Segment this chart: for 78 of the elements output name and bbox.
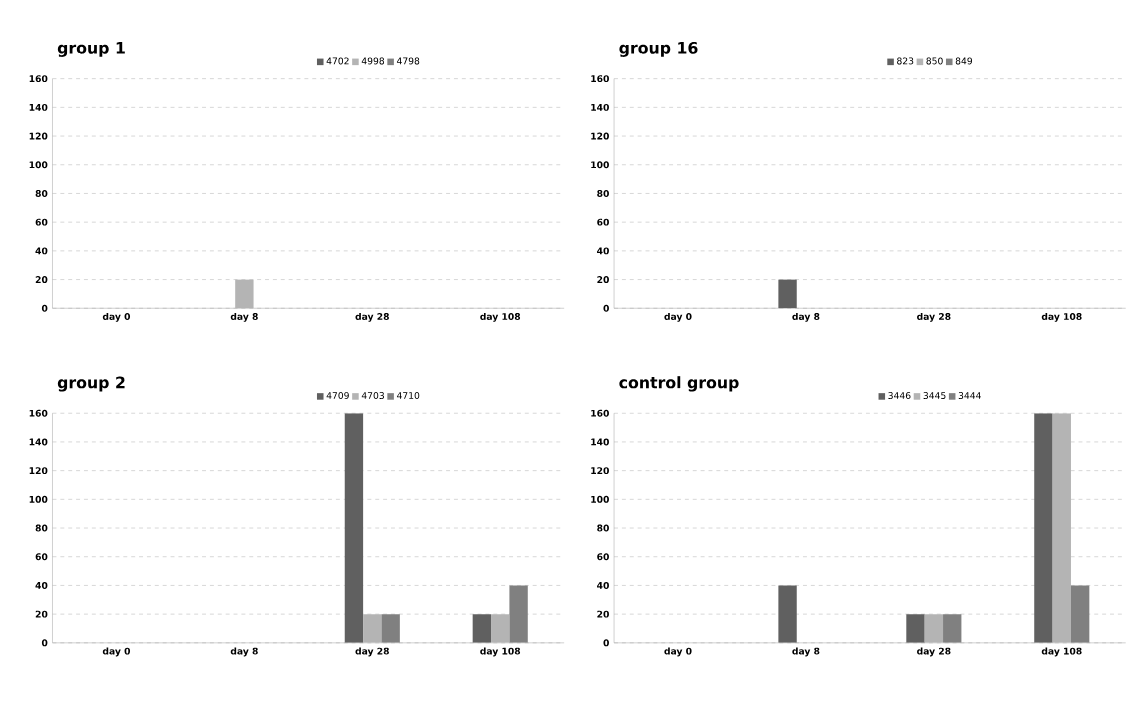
y-tick-label: 0 bbox=[603, 304, 609, 312]
y-tick-label: 60 bbox=[597, 218, 609, 226]
y-tick-label: 160 bbox=[591, 409, 609, 417]
x-tick-label: day 0 bbox=[102, 312, 131, 322]
chart-title: group 2 bbox=[57, 376, 125, 392]
y-tick-label: 140 bbox=[29, 103, 48, 111]
y-tick-label: 100 bbox=[591, 161, 609, 169]
y-tick-label: 40 bbox=[597, 247, 609, 255]
legend-label: 3446 bbox=[888, 391, 911, 399]
y-tick-label: 160 bbox=[29, 409, 48, 417]
y-tick-label: 120 bbox=[591, 132, 609, 140]
y-tick-label: 60 bbox=[35, 553, 48, 560]
y-tick-label: 140 bbox=[591, 103, 609, 111]
legend-label: 4710 bbox=[396, 391, 420, 399]
legend-label: 4798 bbox=[396, 57, 420, 65]
y-tick-label: 20 bbox=[597, 610, 609, 618]
y-tick-label: 40 bbox=[35, 247, 48, 255]
x-tick-label: day 0 bbox=[102, 647, 131, 657]
x-tick-label: day 0 bbox=[664, 312, 692, 322]
y-tick-label: 60 bbox=[597, 553, 609, 560]
y-tick-label: 160 bbox=[29, 74, 48, 82]
y-tick-label: 80 bbox=[35, 189, 48, 197]
legend-label: 849 bbox=[955, 57, 973, 65]
y-tick-label: 120 bbox=[29, 466, 48, 474]
y-tick-label: 100 bbox=[29, 161, 48, 169]
legend-label: 4709 bbox=[326, 391, 349, 399]
y-tick-label: 120 bbox=[29, 132, 48, 140]
y-tick-label: 100 bbox=[29, 495, 48, 503]
y-tick-label: 40 bbox=[597, 581, 609, 589]
x-tick-label: day 108 bbox=[1041, 312, 1082, 322]
x-tick-label: day 108 bbox=[480, 647, 521, 657]
y-tick-label: 20 bbox=[597, 275, 609, 283]
y-tick-label: 160 bbox=[591, 74, 609, 82]
x-tick-label: day 28 bbox=[917, 312, 951, 322]
bar bbox=[1052, 413, 1071, 643]
y-tick-label: 20 bbox=[35, 610, 48, 618]
y-tick-label: 80 bbox=[597, 189, 609, 197]
y-tick-label: 40 bbox=[35, 581, 48, 589]
bar bbox=[472, 613, 492, 643]
x-tick-label: day 28 bbox=[917, 647, 951, 657]
bar bbox=[1070, 585, 1090, 643]
chart-title: control group bbox=[619, 375, 739, 392]
y-tick-label: 20 bbox=[35, 275, 48, 283]
x-tick-label: day 8 bbox=[230, 647, 258, 657]
y-tick-label: 0 bbox=[41, 639, 48, 647]
y-tick-label: 140 bbox=[591, 438, 609, 446]
x-tick-label: day 28 bbox=[355, 647, 389, 657]
legend-label: 4703 bbox=[361, 391, 384, 399]
x-tick-label: day 108 bbox=[1041, 647, 1082, 657]
bar bbox=[1034, 413, 1053, 643]
x-tick-label: day 8 bbox=[792, 647, 820, 657]
y-tick-label: 0 bbox=[603, 639, 609, 647]
legend-label: 3444 bbox=[958, 391, 981, 399]
y-tick-label: 60 bbox=[35, 218, 48, 226]
chart-title: group 16 bbox=[619, 41, 698, 57]
bar bbox=[778, 585, 797, 643]
legend-label: 4998 bbox=[361, 57, 385, 65]
x-tick-label: day 108 bbox=[480, 312, 521, 322]
bar bbox=[509, 585, 528, 643]
legend-label: 823 bbox=[897, 57, 914, 65]
y-tick-label: 80 bbox=[597, 524, 609, 532]
legend-label: 4702 bbox=[326, 57, 349, 65]
y-tick-label: 0 bbox=[41, 304, 48, 312]
x-tick-label: day 8 bbox=[230, 312, 258, 322]
y-tick-label: 120 bbox=[591, 466, 609, 474]
y-tick-label: 140 bbox=[29, 438, 48, 446]
x-tick-label: day 0 bbox=[664, 647, 692, 657]
y-tick-label: 100 bbox=[591, 495, 609, 503]
legend-label: 850 bbox=[926, 57, 943, 65]
legend-label: 3445 bbox=[923, 391, 946, 399]
bar bbox=[943, 613, 962, 643]
x-tick-label: day 8 bbox=[792, 312, 820, 322]
y-tick-label: 80 bbox=[35, 524, 48, 532]
x-tick-label: day 28 bbox=[355, 312, 389, 322]
bar bbox=[906, 613, 925, 643]
chart-title: group 1 bbox=[57, 41, 125, 57]
bar bbox=[381, 613, 400, 643]
bar bbox=[344, 413, 364, 643]
